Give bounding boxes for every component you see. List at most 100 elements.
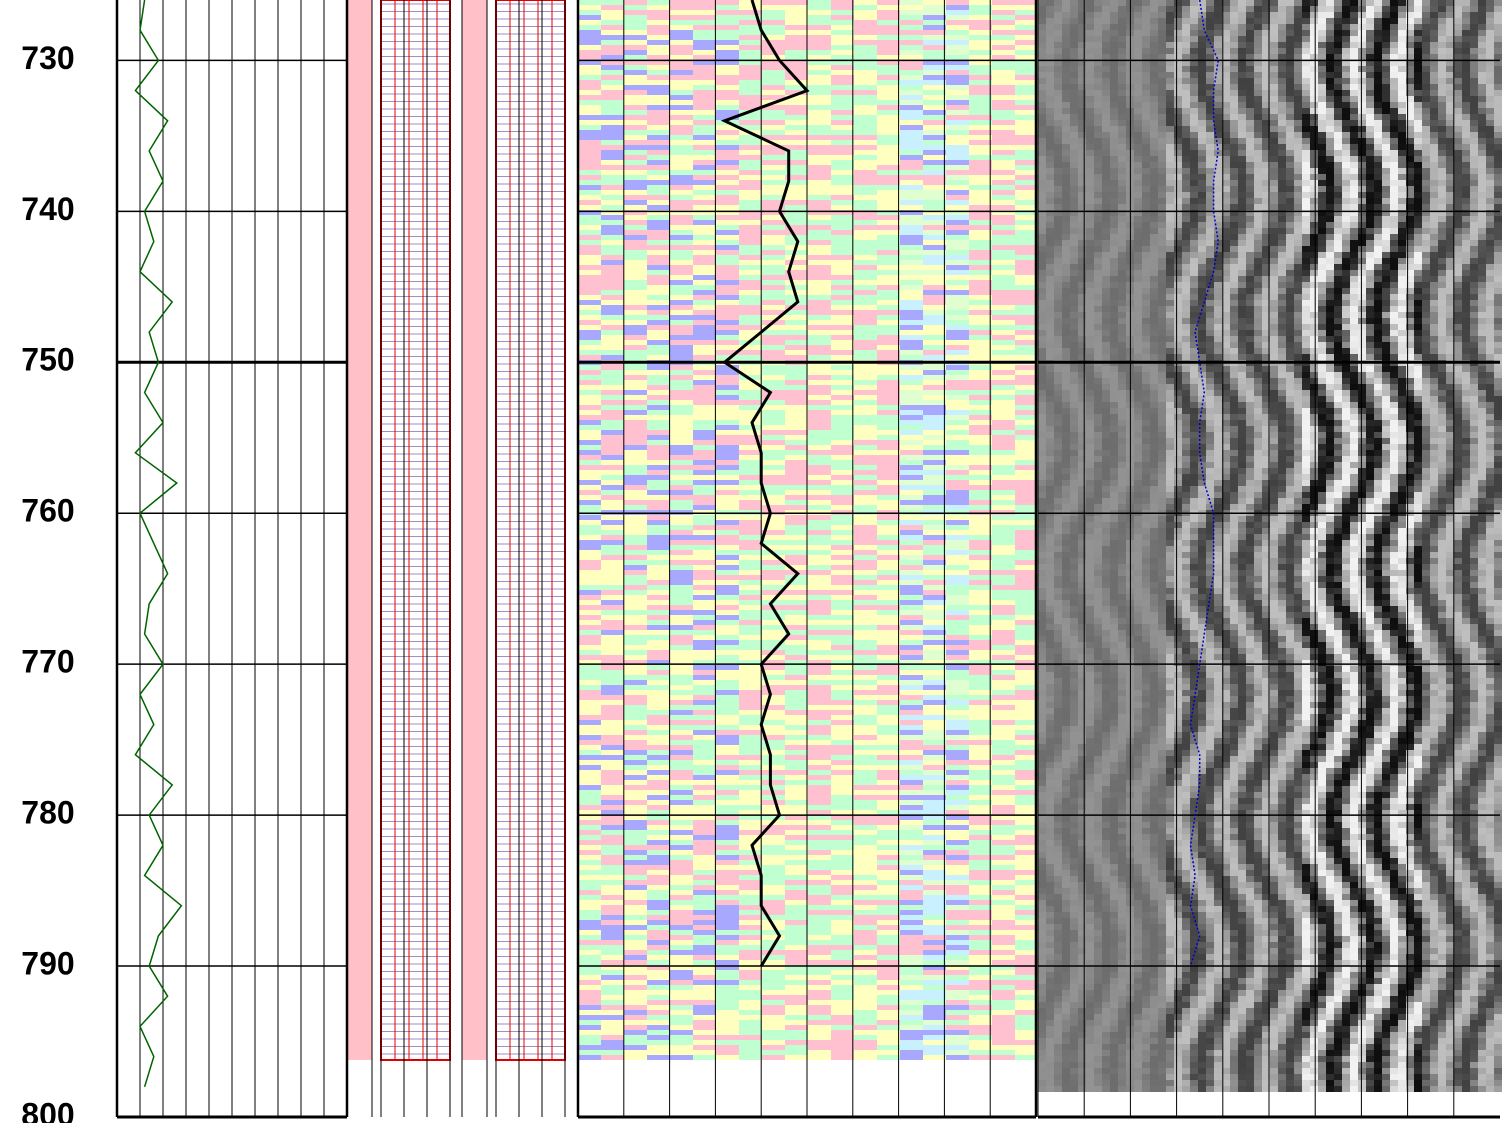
image-cell [900, 220, 923, 225]
image-cell [739, 1055, 762, 1060]
image-cell [670, 1040, 693, 1045]
seismic-cell [1174, 0, 1182, 6]
image-cell [785, 25, 808, 30]
image-cell [1015, 80, 1038, 85]
image-cell [923, 160, 946, 165]
image-cell [854, 860, 877, 865]
image-cell [601, 5, 624, 10]
image-cell [578, 440, 601, 445]
image-cell [693, 845, 716, 850]
seismic-cell [1102, 42, 1110, 48]
image-cell [808, 760, 831, 765]
image-cell [923, 75, 946, 80]
image-cell [624, 745, 647, 750]
image-cell [923, 110, 946, 115]
seismic-cell [1254, 24, 1262, 30]
seismic-cell [1174, 42, 1182, 48]
image-cell [877, 675, 900, 680]
seismic-cell [1462, 36, 1470, 42]
image-cell [601, 935, 624, 940]
image-cell [946, 455, 969, 460]
image-cell [946, 620, 969, 625]
image-cell [877, 575, 900, 580]
image-cell [601, 625, 624, 630]
image-cell [946, 885, 969, 890]
image-cell [992, 520, 1015, 525]
image-cell [670, 700, 693, 705]
image-cell [900, 665, 923, 670]
image-cell [831, 200, 854, 205]
image-cell [1015, 880, 1038, 885]
image-cell [762, 340, 785, 345]
image-cell [739, 1000, 762, 1005]
image-cell [923, 30, 946, 35]
image-cell [946, 995, 969, 1000]
image-cell [946, 370, 969, 375]
image-cell [969, 405, 992, 410]
seismic-cell [1462, 30, 1470, 36]
image-cell [969, 675, 992, 680]
image-cell [716, 695, 739, 700]
image-cell [693, 40, 716, 45]
image-cell [578, 550, 601, 555]
image-cell [693, 245, 716, 250]
image-cell [739, 80, 762, 85]
image-cell [992, 190, 1015, 195]
image-cell [601, 85, 624, 90]
seismic-cell [1494, 24, 1502, 30]
image-cell [693, 370, 716, 375]
image-cell [739, 980, 762, 985]
image-cell [647, 665, 670, 670]
image-cell [1015, 620, 1038, 625]
image-cell [578, 600, 601, 605]
image-cell [946, 590, 969, 595]
image-cell [831, 775, 854, 780]
image-cell [716, 520, 739, 525]
image-cell [854, 960, 877, 965]
image-cell [854, 475, 877, 480]
image-cell [716, 265, 739, 270]
image-cell [624, 300, 647, 305]
image-cell [647, 940, 670, 945]
image-cell [854, 595, 877, 600]
seismic-cell [1190, 36, 1198, 42]
image-cell [670, 395, 693, 400]
image-cell [923, 530, 946, 535]
image-cell [739, 630, 762, 635]
image-cell [900, 150, 923, 155]
image-cell [946, 710, 969, 715]
image-cell [762, 255, 785, 260]
image-cell [946, 520, 969, 525]
image-cell [900, 120, 923, 125]
image-cell [969, 75, 992, 80]
image-cell [601, 580, 624, 585]
image-cell [601, 610, 624, 615]
image-cell [923, 425, 946, 430]
image-cell [900, 935, 923, 940]
image-cell [578, 125, 601, 130]
image-cell [716, 765, 739, 770]
image-cell [647, 320, 670, 325]
image-cell [923, 285, 946, 290]
image-cell [647, 10, 670, 15]
image-cell [670, 905, 693, 910]
seismic-cell [1462, 42, 1470, 48]
image-cell [877, 570, 900, 575]
image-cell [693, 1040, 716, 1045]
image-cell [762, 480, 785, 485]
image-cell [785, 125, 808, 130]
image-cell [739, 580, 762, 585]
image-cell [624, 955, 647, 960]
image-cell [624, 365, 647, 370]
image-cell [601, 810, 624, 815]
image-cell [624, 1010, 647, 1015]
image-cell [578, 1040, 601, 1045]
image-cell [808, 715, 831, 720]
image-cell [578, 315, 601, 320]
image-cell [969, 1030, 992, 1035]
image-cell [946, 330, 969, 335]
image-cell [831, 1055, 854, 1060]
image-cell [601, 655, 624, 660]
image-cell [946, 890, 969, 895]
seismic-cell [1398, 24, 1406, 30]
